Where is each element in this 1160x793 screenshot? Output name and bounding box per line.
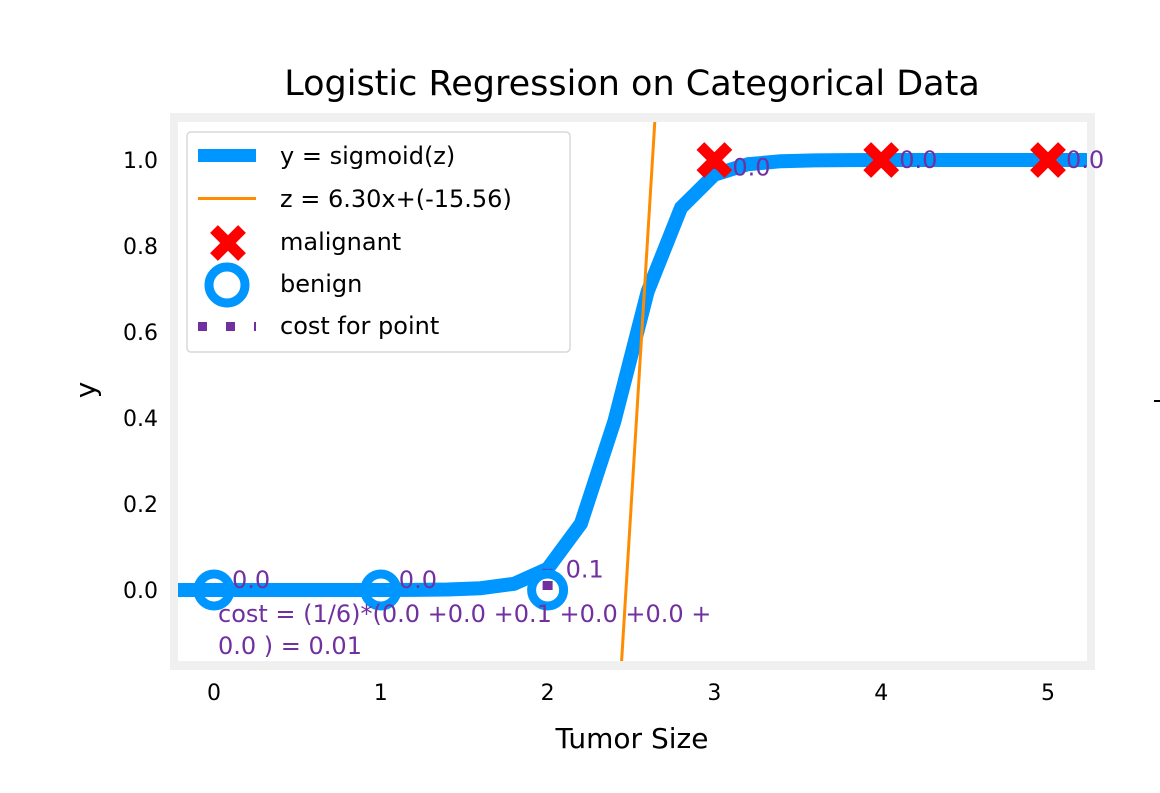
benign-point bbox=[193, 569, 235, 611]
neighbor-plot-tick bbox=[1154, 400, 1160, 402]
legend-cost-label: cost for point bbox=[280, 312, 439, 340]
y-axis-label: y bbox=[69, 382, 102, 399]
cost-label: 0.0 bbox=[1066, 146, 1104, 174]
legend-malignant-label: malignant bbox=[280, 228, 401, 256]
x-tick-label: 5 bbox=[1041, 681, 1055, 706]
x-axis-label: Tumor Size bbox=[555, 722, 709, 755]
legend-benign-marker bbox=[204, 262, 250, 308]
z-line bbox=[620, 122, 657, 661]
y-tick-label: 0.2 bbox=[123, 493, 158, 518]
legend-z-label: z = 6.30x+(-15.56) bbox=[280, 185, 512, 213]
x-tick-label: 2 bbox=[541, 681, 555, 706]
y-tick-label: 0.6 bbox=[123, 321, 158, 346]
cost-text-line-1: cost = (1/6)*(0.0 +0.0 +0.1 +0.0 +0.0 + bbox=[218, 600, 711, 628]
cost-label: 0.0 bbox=[399, 566, 437, 594]
legend-sigmoid-swatch bbox=[198, 149, 256, 162]
x-tick-label: 0 bbox=[207, 681, 221, 706]
legend-malignant-marker bbox=[210, 225, 246, 261]
benign-point bbox=[360, 569, 402, 611]
y-tick-label: 1.0 bbox=[123, 149, 158, 174]
legend-cost-swatch-3 bbox=[254, 322, 256, 331]
x-tick-label: 4 bbox=[874, 681, 888, 706]
legend-cost-swatch-1 bbox=[198, 322, 207, 331]
legend-benign-label: benign bbox=[280, 270, 362, 298]
y-tick-label: 0.8 bbox=[123, 235, 158, 260]
cost-label: 0.0 bbox=[899, 146, 937, 174]
benign-point bbox=[527, 569, 569, 611]
malignant-point bbox=[863, 142, 900, 178]
chart-title: Logistic Regression on Categorical Data bbox=[284, 64, 980, 104]
x-tick-label: 1 bbox=[374, 681, 388, 706]
x-tick-label: 3 bbox=[707, 681, 721, 706]
y-tick-label: 0.4 bbox=[123, 407, 158, 432]
sigmoid-curve bbox=[178, 153, 1087, 597]
legend-sigmoid-label: y = sigmoid(z) bbox=[280, 142, 455, 170]
legend-cost-swatch-2 bbox=[226, 322, 235, 331]
cost-label: 0.1 bbox=[566, 555, 604, 583]
legend: y = sigmoid(z) z = 6.30x+(-15.56) malign… bbox=[186, 131, 571, 353]
malignant-point bbox=[1030, 142, 1066, 178]
y-tick-label: 0.0 bbox=[123, 579, 158, 604]
malignant-point bbox=[696, 142, 733, 178]
legend-box bbox=[186, 131, 571, 353]
cost-text-line-2: 0.0 ) = 0.01 bbox=[218, 632, 362, 660]
cost-label: 0.0 bbox=[232, 566, 270, 594]
legend-z-swatch bbox=[198, 197, 256, 200]
cost-label: 0.0 bbox=[732, 153, 770, 181]
